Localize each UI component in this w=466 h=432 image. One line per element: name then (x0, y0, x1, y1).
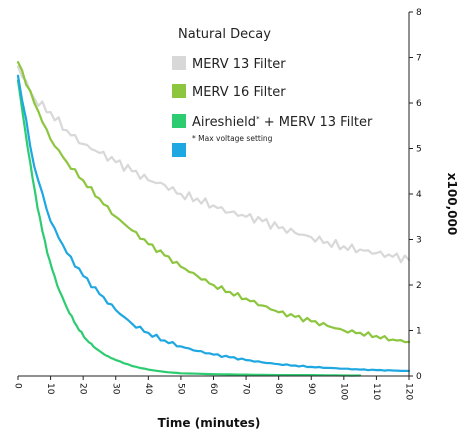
series-line-1 (16, 65, 411, 264)
y-tick-label: 3 (416, 236, 422, 246)
legend-note: * Max voltage setting (192, 134, 273, 143)
legend-label-3: Aireshield* + MERV 13 Filter (192, 115, 373, 130)
x-tick-label: 100 (338, 383, 348, 400)
y-tick-label: 4 (416, 190, 422, 200)
plot-area (16, 61, 411, 377)
y-tick-label: 8 (416, 8, 422, 18)
x-tick-label: 90 (306, 383, 316, 395)
x-axis-title: Time (minutes) (158, 416, 261, 430)
x-tick-label: 120 (404, 383, 414, 400)
y-tick-label: 0 (416, 372, 422, 382)
y-tick-label: 1 (416, 327, 422, 337)
legend-swatch-3 (172, 114, 186, 128)
legend: Natural Decay MERV 13 Filter MERV 16 Filte… (172, 27, 373, 157)
legend-swatch-4 (172, 143, 186, 157)
y-tick-label: 2 (416, 281, 422, 291)
legend-swatch-1 (172, 56, 186, 70)
y-axis-title: x100,000 (445, 173, 459, 235)
legend-swatch-2 (172, 84, 186, 98)
legend-heading: Natural Decay (178, 27, 271, 42)
series-line-4 (16, 74, 411, 373)
x-tick-label: 80 (273, 383, 283, 395)
series-line-2 (16, 61, 411, 344)
series-line-3 (16, 79, 362, 377)
x-axis: 0 10 20 30 40 50 60 70 80 90 100 110 120 (13, 375, 414, 400)
x-tick-label: 60 (208, 383, 218, 395)
x-tick-label: 20 (78, 383, 88, 395)
legend-label-2: MERV 16 Filter (192, 85, 286, 100)
x-tick-label: 50 (175, 383, 185, 395)
x-tick-label: 0 (13, 383, 23, 389)
x-tick-label: 10 (45, 383, 55, 395)
y-axis: 0 1 2 3 4 5 6 7 8 (408, 8, 422, 382)
x-tick-label: 70 (241, 383, 251, 395)
y-tick-label: 7 (416, 54, 422, 64)
x-tick-label: 110 (371, 383, 381, 400)
legend-label-1: MERV 13 Filter (192, 57, 286, 72)
y-tick-label: 6 (416, 99, 422, 109)
x-tick-label: 30 (110, 383, 120, 395)
y-tick-label: 5 (416, 145, 422, 155)
x-tick-label: 40 (143, 383, 153, 395)
